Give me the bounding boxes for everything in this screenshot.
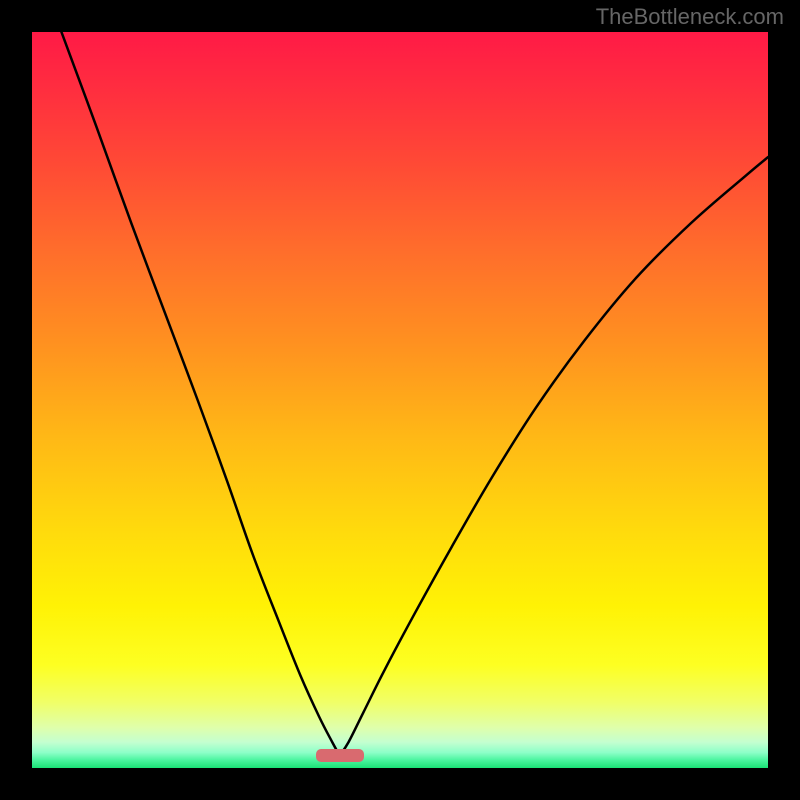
chart-frame: TheBottleneck.com: [0, 0, 800, 800]
watermark-text: TheBottleneck.com: [596, 4, 784, 30]
bottleneck-curve: [32, 32, 768, 768]
cusp-marker: [316, 749, 364, 762]
plot-area: [32, 32, 768, 768]
